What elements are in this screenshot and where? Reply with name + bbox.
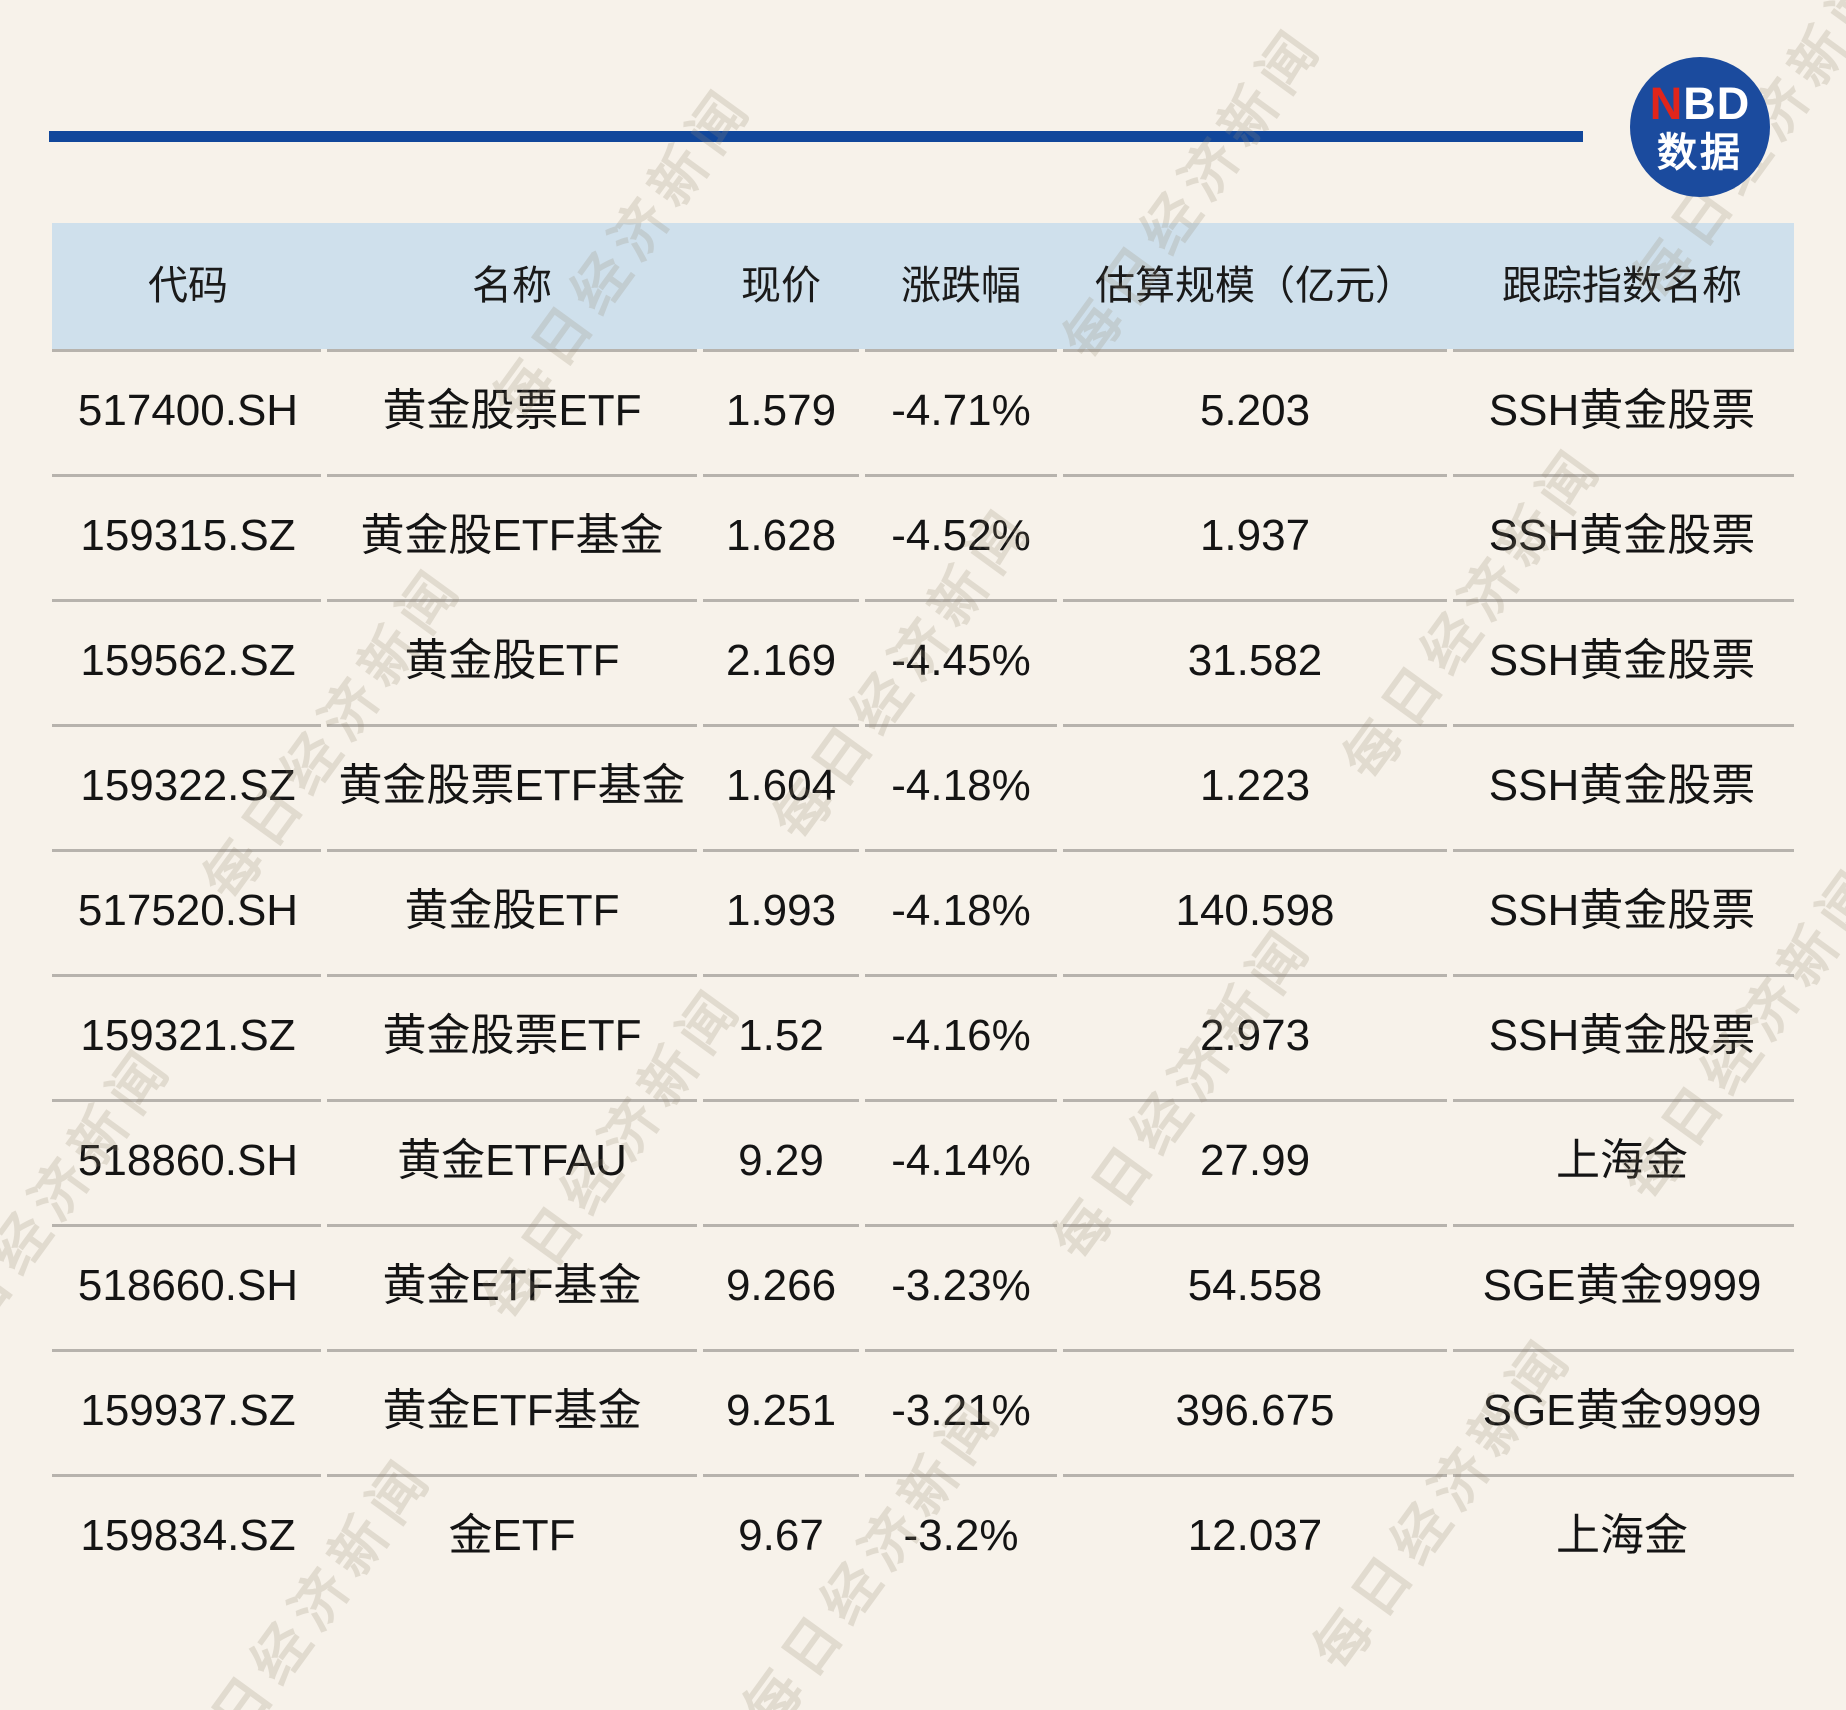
table-cell: 159937.SZ xyxy=(52,1349,324,1474)
nbd-logo-n: N xyxy=(1649,78,1684,129)
nbd-logo-text: NBD xyxy=(1650,81,1751,126)
table-cell: 黄金ETF基金 xyxy=(324,1224,700,1349)
column-header: 涨跌幅 xyxy=(901,264,1021,308)
table-cell: 黄金股票ETF xyxy=(324,349,700,474)
table-cell: 黄金股ETF xyxy=(324,599,700,724)
nbd-logo: NBD 数据 xyxy=(1630,57,1770,197)
table-cell: SGE黄金9999 xyxy=(1450,1349,1794,1474)
table-cell: 9.67 xyxy=(700,1474,862,1599)
table-cell: 159315.SZ xyxy=(52,474,324,599)
table-cell: -4.18% xyxy=(862,724,1060,849)
table-cell: SSH黄金股票 xyxy=(1450,724,1794,849)
table-cell: 上海金 xyxy=(1450,1474,1794,1599)
table-cell: -3.23% xyxy=(862,1224,1060,1349)
table-cell: SSH黄金股票 xyxy=(1450,474,1794,599)
etf-table: 代码 名称 现价 涨跌幅 估算规模（亿元） 跟踪指数名称 517400.SH 黄金股票ETF… xyxy=(52,223,1794,1599)
table-cell: 黄金股ETF基金 xyxy=(324,474,700,599)
table-cell: 1.628 xyxy=(700,474,862,599)
column-header: 代码 xyxy=(148,264,228,308)
table-cell: -4.71% xyxy=(862,349,1060,474)
table-cell: 上海金 xyxy=(1450,1099,1794,1224)
table-cell: 1.223 xyxy=(1060,724,1450,849)
table-cell: 黄金股票ETF xyxy=(324,974,700,1099)
nbd-logo-bd: BD xyxy=(1683,78,1751,129)
table-cell: SSH黄金股票 xyxy=(1450,599,1794,724)
table-row: 159834.SZ 金ETF 9.67 -3.2% 12.037 上海金 xyxy=(52,1474,1794,1599)
nbd-logo-subtext: 数据 xyxy=(1657,131,1743,175)
table-row: 159322.SZ 黄金股票ETF基金 1.604 -4.18% 1.223 SSH黄金股… xyxy=(52,724,1794,849)
table-cell: 1.604 xyxy=(700,724,862,849)
table-cell: 1.52 xyxy=(700,974,862,1099)
table-row: 159321.SZ 黄金股票ETF 1.52 -4.16% 2.973 SSH黄金股票 xyxy=(52,974,1794,1099)
table-body: 517400.SH 黄金股票ETF 1.579 -4.71% 5.203 SSH黄金股票 1… xyxy=(52,349,1794,1599)
table-cell: 2.169 xyxy=(700,599,862,724)
column-header: 名称 xyxy=(472,264,552,308)
table-cell: 27.99 xyxy=(1060,1099,1450,1224)
column-header: 现价 xyxy=(741,264,821,308)
table-header-row: 代码 名称 现价 涨跌幅 估算规模（亿元） 跟踪指数名称 xyxy=(52,223,1794,349)
table-cell: 54.558 xyxy=(1060,1224,1450,1349)
table-cell: 黄金ETF基金 xyxy=(324,1349,700,1474)
table-cell: 518660.SH xyxy=(52,1224,324,1349)
table-row: 517520.SH 黄金股ETF 1.993 -4.18% 140.598 SSH黄金股票 xyxy=(52,849,1794,974)
table-cell: SSH黄金股票 xyxy=(1450,349,1794,474)
table-cell: 1.993 xyxy=(700,849,862,974)
table-row: 159937.SZ 黄金ETF基金 9.251 -3.21% 396.675 SGE黄金9… xyxy=(52,1349,1794,1474)
table-cell: 12.037 xyxy=(1060,1474,1450,1599)
table-cell: 396.675 xyxy=(1060,1349,1450,1474)
table-cell: 金ETF xyxy=(324,1474,700,1599)
table-cell: 517400.SH xyxy=(52,349,324,474)
table-cell: 黄金股票ETF基金 xyxy=(324,724,700,849)
table-cell: 517520.SH xyxy=(52,849,324,974)
table-cell: 159321.SZ xyxy=(52,974,324,1099)
table-row: 518860.SH 黄金ETFAU 9.29 -4.14% 27.99 上海金 xyxy=(52,1099,1794,1224)
table-cell: 9.251 xyxy=(700,1349,862,1474)
table-cell: SGE黄金9999 xyxy=(1450,1224,1794,1349)
table-cell: -3.2% xyxy=(862,1474,1060,1599)
table-cell: 2.973 xyxy=(1060,974,1450,1099)
table-cell: 1.579 xyxy=(700,349,862,474)
table-cell: 518860.SH xyxy=(52,1099,324,1224)
table-row: 517400.SH 黄金股票ETF 1.579 -4.71% 5.203 SSH黄金股票 xyxy=(52,349,1794,474)
header-rule xyxy=(49,131,1583,142)
table-row: 518660.SH 黄金ETF基金 9.266 -3.23% 54.558 SGE黄金99… xyxy=(52,1224,1794,1349)
table-cell: 31.582 xyxy=(1060,599,1450,724)
table-cell: 9.29 xyxy=(700,1099,862,1224)
table-row: 159315.SZ 黄金股ETF基金 1.628 -4.52% 1.937 SSH黄金股票 xyxy=(52,474,1794,599)
table-cell: -3.21% xyxy=(862,1349,1060,1474)
table-cell: -4.45% xyxy=(862,599,1060,724)
column-header: 跟踪指数名称 xyxy=(1502,264,1742,308)
table-cell: 159562.SZ xyxy=(52,599,324,724)
table-cell: 1.937 xyxy=(1060,474,1450,599)
table-cell: -4.16% xyxy=(862,974,1060,1099)
table-cell: SSH黄金股票 xyxy=(1450,849,1794,974)
table-cell: -4.14% xyxy=(862,1099,1060,1224)
column-header: 估算规模（亿元） xyxy=(1095,264,1415,308)
table-cell: 黄金ETFAU xyxy=(324,1099,700,1224)
table-cell: 159834.SZ xyxy=(52,1474,324,1599)
table-row: 159562.SZ 黄金股ETF 2.169 -4.45% 31.582 SSH黄金股票 xyxy=(52,599,1794,724)
table-cell: 黄金股ETF xyxy=(324,849,700,974)
table-cell: 9.266 xyxy=(700,1224,862,1349)
table-cell: -4.18% xyxy=(862,849,1060,974)
table-cell: SSH黄金股票 xyxy=(1450,974,1794,1099)
table-cell: 5.203 xyxy=(1060,349,1450,474)
table-cell: 159322.SZ xyxy=(52,724,324,849)
table-cell: -4.52% xyxy=(862,474,1060,599)
table-cell: 140.598 xyxy=(1060,849,1450,974)
